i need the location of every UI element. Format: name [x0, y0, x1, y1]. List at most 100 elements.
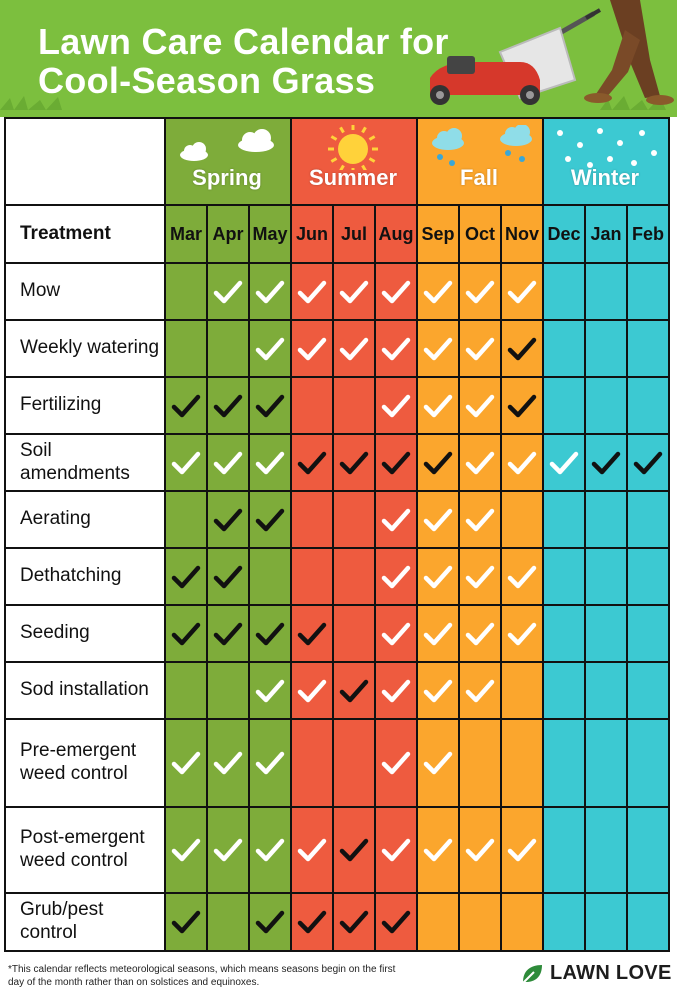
calendar-cell [542, 319, 586, 378]
treatment-label: Fertilizing [4, 376, 166, 435]
check-icon [423, 838, 453, 862]
calendar-cell [164, 490, 208, 549]
check-icon [549, 451, 579, 474]
check-icon [465, 394, 495, 417]
calendar-cell [626, 376, 670, 435]
calendar-cell [164, 661, 208, 720]
lawn-mower-illustration [0, 0, 674, 110]
treatment-label: Dethatching [4, 547, 166, 606]
footnote: *This calendar reflects meteorological s… [8, 964, 396, 988]
check-icon [213, 565, 243, 588]
check-icon [465, 679, 495, 702]
calendar-cell [332, 806, 376, 894]
check-icon [423, 751, 453, 775]
check-icon [381, 838, 411, 862]
calendar-cell [584, 376, 628, 435]
check-icon [381, 451, 411, 474]
treatment-label: Pre-emergent weed control [4, 718, 166, 808]
check-icon [423, 394, 453, 417]
check-icon [423, 679, 453, 702]
brand-name: LAWN LOVE [550, 962, 672, 984]
calendar-cell [626, 262, 670, 321]
calendar-cell [290, 376, 334, 435]
calendar-cell [290, 892, 334, 952]
check-icon [339, 679, 369, 702]
check-icon [423, 337, 453, 360]
calendar-cell [584, 892, 628, 952]
calendar-cell [206, 262, 250, 321]
check-icon [297, 622, 327, 645]
check-icon [255, 910, 285, 934]
leaf-icon [522, 964, 542, 984]
calendar-cell [374, 376, 418, 435]
header-banner: Lawn Care Calendar for Cool-Season Grass [0, 0, 677, 117]
check-icon [213, 622, 243, 645]
calendar-cell [332, 661, 376, 720]
calendar-cell [164, 319, 208, 378]
check-icon [381, 337, 411, 360]
check-icon [255, 508, 285, 531]
treatment-label: Aerating [4, 490, 166, 549]
calendar-cell [542, 661, 586, 720]
check-icon [171, 565, 201, 588]
calendar-cell [626, 319, 670, 378]
calendar-cell [584, 604, 628, 663]
calendar-cell [542, 604, 586, 663]
treatment-label: Grub/pest control [4, 892, 166, 952]
calendar-cell [584, 490, 628, 549]
calendar-cell [332, 547, 376, 606]
calendar-cell [584, 718, 628, 808]
check-icon [465, 508, 495, 531]
check-icon [171, 838, 201, 862]
calendar-cell [542, 376, 586, 435]
month-header-apr: Apr [206, 204, 250, 264]
sun-icon [328, 125, 378, 170]
calendar-cell [626, 547, 670, 606]
treatment-label: Weekly watering [4, 319, 166, 378]
check-icon [297, 337, 327, 360]
check-icon [171, 451, 201, 474]
corner-cell [4, 117, 166, 206]
check-icon [465, 280, 495, 303]
calendar-cell [500, 490, 544, 549]
check-icon [339, 838, 369, 862]
month-header-may: May [248, 204, 292, 264]
check-icon [339, 280, 369, 303]
check-icon [381, 622, 411, 645]
calendar-cell [542, 892, 586, 952]
calendar-cell [332, 433, 376, 492]
calendar-cell [164, 547, 208, 606]
check-icon [297, 451, 327, 474]
check-icon [633, 451, 663, 474]
season-label-summer: Summer [308, 165, 398, 190]
calendar-cell [164, 433, 208, 492]
check-icon [423, 622, 453, 645]
check-icon [171, 751, 201, 775]
calendar-cell [584, 319, 628, 378]
month-header-nov: Nov [500, 204, 544, 264]
month-header-oct: Oct [458, 204, 502, 264]
check-icon [255, 838, 285, 862]
calendar-cell [290, 718, 334, 808]
check-icon [465, 337, 495, 360]
calendar-cell [626, 490, 670, 549]
check-icon [171, 394, 201, 417]
check-icon [255, 337, 285, 360]
calendar-cell [626, 661, 670, 720]
month-header-dec: Dec [542, 204, 586, 264]
check-icon [507, 838, 537, 862]
calendar-cell [332, 376, 376, 435]
calendar-cell [542, 806, 586, 894]
check-icon [171, 622, 201, 645]
calendar-cell [416, 604, 460, 663]
check-icon [591, 451, 621, 474]
check-icon [213, 838, 243, 862]
treatment-label: Sod installation [4, 661, 166, 720]
check-icon [339, 337, 369, 360]
snowflake-icon [557, 128, 657, 168]
rain-cloud-icon [432, 125, 532, 166]
check-icon [423, 451, 453, 474]
calendar-cell [164, 262, 208, 321]
check-icon [465, 565, 495, 588]
check-icon [507, 565, 537, 588]
